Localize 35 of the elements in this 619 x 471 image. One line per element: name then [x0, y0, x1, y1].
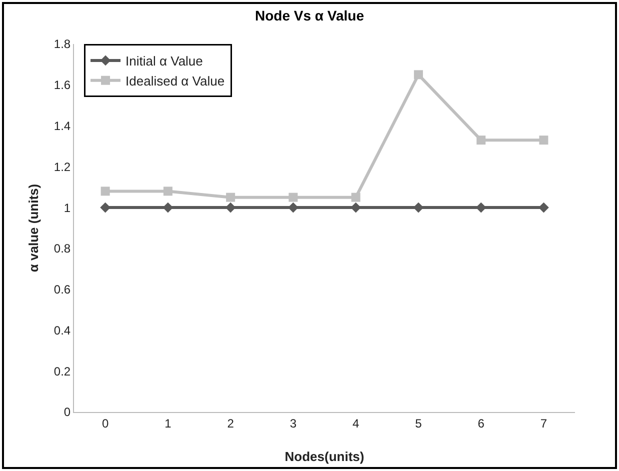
y-tick-label: 1.8 — [54, 37, 71, 52]
x-tick-label: 0 — [102, 416, 109, 430]
legend-label: Initial α Value — [126, 54, 203, 69]
point — [162, 202, 174, 213]
point — [225, 202, 236, 213]
y-tick-label: 1 — [64, 200, 71, 215]
y-tick-label: 0.6 — [54, 282, 71, 297]
point — [476, 136, 486, 145]
y-tick-label: 0.2 — [54, 364, 71, 378]
point — [539, 136, 548, 145]
y-axis-title: α value (units) — [26, 184, 41, 272]
x-tick-label: 5 — [415, 416, 422, 430]
point — [413, 202, 424, 213]
y-tick-label: 0 — [64, 405, 71, 420]
x-tick-label: 4 — [352, 416, 360, 430]
x-tick-label: 7 — [540, 416, 548, 430]
y-tick-label: 1.2 — [54, 160, 71, 174]
x-tick-label: 6 — [478, 416, 485, 430]
point — [288, 192, 298, 202]
point — [414, 70, 423, 80]
y-tick-label: 1.4 — [54, 118, 71, 133]
y-tick-label: 0.4 — [54, 323, 71, 338]
legend-label: Idealised α Value — [126, 73, 225, 88]
x-tick-label: 3 — [290, 416, 297, 430]
chart-title: Node Vs α Value — [255, 8, 364, 24]
x-axis-title: Nodes(units) — [284, 449, 364, 464]
x-tick-label: 2 — [227, 416, 234, 430]
y-tick-label: 0.8 — [54, 242, 71, 256]
y-tick-label: 1.6 — [54, 78, 71, 92]
point — [163, 186, 172, 196]
point — [100, 186, 110, 196]
x-tick-label: 1 — [164, 416, 172, 430]
point — [226, 192, 236, 202]
point — [476, 202, 486, 213]
point — [351, 192, 360, 202]
